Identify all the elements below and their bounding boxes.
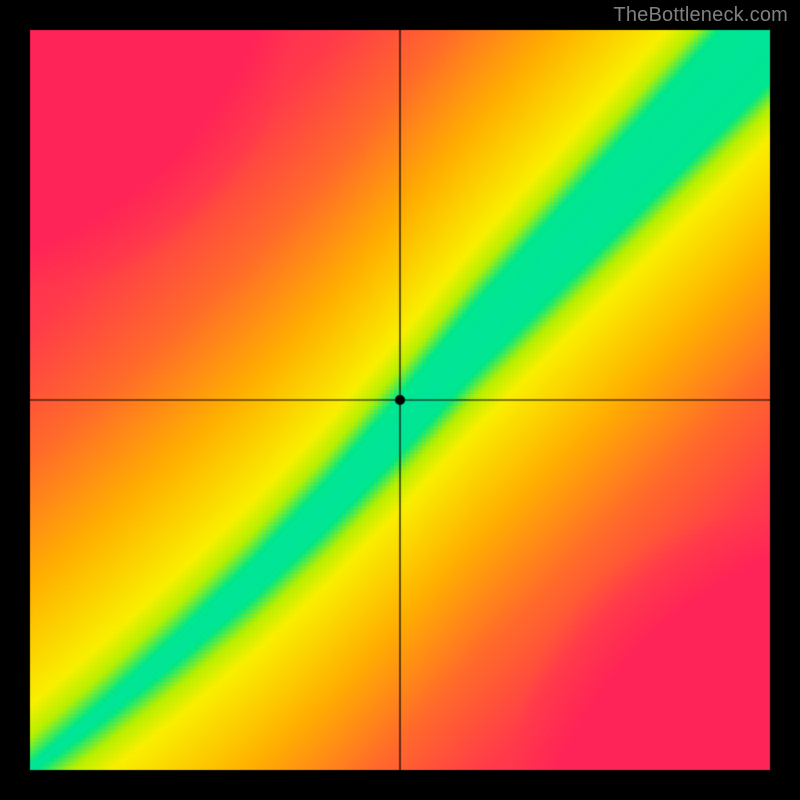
chart-container: TheBottleneck.com — [0, 0, 800, 800]
watermark-text: TheBottleneck.com — [613, 4, 788, 27]
heatmap-canvas — [0, 0, 800, 800]
